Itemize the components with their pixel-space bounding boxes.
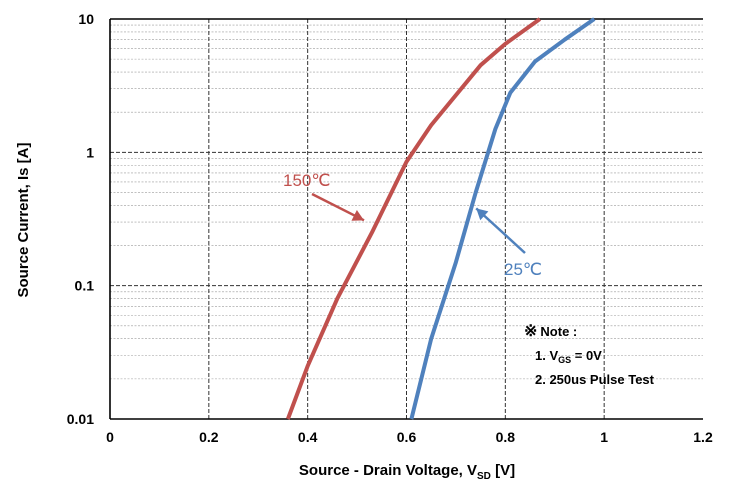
- x-tick-label: 0.4: [298, 429, 318, 445]
- series-line-1: [409, 17, 596, 420]
- note-line-1-sub: GS: [558, 355, 571, 365]
- axes: [109, 18, 703, 420]
- x-tick-label: 0.6: [397, 429, 417, 445]
- series-lines: [286, 17, 596, 420]
- note-line-1-suffix: = 0V: [571, 348, 602, 363]
- note-title-text: Note :: [540, 324, 577, 339]
- note-line-2: 2. 250us Pulse Test: [535, 372, 655, 387]
- x-tick-label: 0: [106, 429, 114, 445]
- y-axis-title: Source Current, Is [A]: [15, 142, 32, 297]
- x-axis-title: Source - Drain Voltage, VSD [V]: [299, 462, 515, 482]
- note-line-1: 1. VGS = 0V: [535, 348, 602, 365]
- x-axis-title-main: Source - Drain Voltage, V: [299, 462, 477, 479]
- note-annotation: ※ Note : 1. VGS = 0V 2. 250us Pulse Test: [524, 323, 655, 387]
- y-tick-label: 0.01: [67, 411, 94, 427]
- series-label-150c: 150℃: [283, 171, 330, 190]
- x-tick-label: 1.2: [693, 429, 713, 445]
- series-line-0: [286, 17, 542, 420]
- note-symbol: ※: [524, 323, 537, 340]
- x-axis-title-unit: [V]: [491, 462, 515, 479]
- x-axis-title-sub: SD: [477, 471, 491, 482]
- x-tick-label: 1: [600, 429, 608, 445]
- y-tick-label: 1: [86, 144, 94, 160]
- x-tick-label: 0.2: [199, 429, 219, 445]
- arrow-25c-shaft: [475, 207, 526, 254]
- series-label-25c: 25℃: [504, 260, 542, 279]
- note-line-1-prefix: 1. V: [535, 348, 558, 363]
- note-title: ※ Note :: [524, 323, 577, 340]
- grid: [110, 19, 703, 419]
- y-tick-label: 0.1: [75, 278, 95, 294]
- y-tick-label: 10: [78, 11, 94, 27]
- tick-labels: 0 0.2 0.4 0.6 0.8 1 1.2 0.01 0.1 1 10: [67, 11, 713, 445]
- arrow-25c-head: [476, 208, 489, 221]
- arrow-150c-head: [351, 209, 364, 221]
- series-annotations: 150℃ 25℃: [283, 171, 542, 279]
- x-tick-label: 0.8: [496, 429, 516, 445]
